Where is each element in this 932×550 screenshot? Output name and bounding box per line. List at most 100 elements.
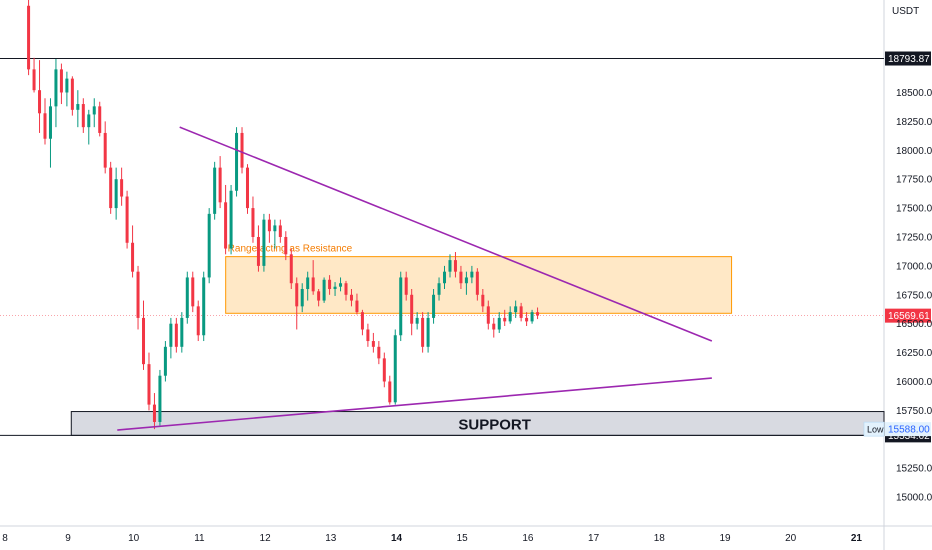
time-tick-label: 11 [194, 533, 205, 544]
candle-body [273, 225, 277, 232]
resistance-zone-label: Range acting as Resistance [228, 244, 353, 255]
candle-body [453, 260, 457, 272]
candle-body [470, 271, 474, 278]
candle-body [163, 346, 167, 376]
candle-body [311, 277, 315, 292]
price-tick-label: 16750.00 [896, 290, 932, 301]
price-tick-label: 15250.00 [896, 464, 932, 475]
candle-body [92, 106, 96, 115]
candle-body [54, 69, 58, 107]
candle-body [240, 132, 244, 168]
candle-body [202, 277, 206, 336]
price-tick-label: 18500.00 [896, 88, 932, 99]
price-axis[interactable]: USDT 15000.00 15250.00 15750.00 16000.00 1625… [892, 6, 932, 504]
trendline-ascending [117, 377, 712, 431]
candle-body [38, 90, 42, 114]
candle-body [142, 317, 146, 365]
candle-body [366, 329, 370, 342]
candle-body [492, 323, 496, 330]
time-tick-label: 19 [719, 533, 731, 544]
time-tick-label: 9 [65, 533, 71, 544]
price-label-current: 16569.61 [888, 311, 930, 322]
candle-body [503, 317, 507, 322]
candle-body [169, 323, 173, 347]
price-tick-label: 15750.00 [896, 406, 932, 417]
price-label-current-box [885, 308, 931, 323]
price-label-high-box [885, 51, 931, 66]
candle-body [497, 317, 501, 330]
candle-body [245, 167, 249, 209]
candle-body [481, 294, 485, 307]
candle-body [317, 291, 321, 301]
candle-body [87, 114, 91, 128]
annotations: 18793.87 16569.61 15534.02 Low 15588.00 [863, 51, 931, 443]
candle-body [109, 167, 113, 209]
candle-body [185, 277, 189, 318]
price-tick-label: 15000.00 [896, 493, 932, 504]
candle-body [300, 289, 304, 307]
price-tick-label: 18000.00 [896, 146, 932, 157]
candle-body [98, 106, 102, 133]
time-tick-label: 14 [391, 533, 403, 544]
candle-body [251, 208, 255, 237]
candle-body [196, 306, 200, 336]
price-tick-label: 17750.00 [896, 175, 932, 186]
candle-body [432, 294, 436, 318]
candle-body [136, 271, 140, 318]
candle-body [125, 196, 129, 243]
candle-body [224, 202, 228, 249]
horizontal-lines [0, 58, 884, 436]
candle-body [65, 78, 69, 93]
candle-body [486, 306, 490, 324]
candle-body [388, 381, 392, 403]
price-axis-currency: USDT [892, 6, 919, 17]
time-tick-label: 8 [2, 533, 8, 544]
candle-body [344, 283, 348, 295]
candle-body [103, 132, 107, 168]
candle-body [349, 294, 353, 301]
price-tick-label: 17500.00 [896, 204, 932, 215]
candle-body [59, 69, 63, 93]
candle-body [333, 286, 337, 290]
price-label-low: 15588.00 [888, 425, 930, 436]
time-tick-label: 20 [785, 533, 797, 544]
time-tick-label: 13 [325, 533, 337, 544]
candle-body [207, 213, 211, 278]
candle-body [306, 277, 310, 290]
candle-body [152, 404, 156, 422]
candle-body [218, 167, 222, 203]
candle-body [158, 375, 162, 422]
candle-body [437, 283, 441, 295]
candle-body [328, 279, 332, 290]
price-label-high: 18793.87 [888, 54, 930, 65]
price-tick-label: 17250.00 [896, 232, 932, 243]
candle-body [443, 271, 447, 284]
candle-body [426, 317, 430, 347]
candle-body [399, 277, 403, 336]
time-tick-label: 18 [654, 533, 666, 544]
candle-body [284, 236, 288, 255]
candle-body [393, 335, 397, 403]
price-tick-label: 18250.00 [896, 117, 932, 128]
candle-body [229, 190, 233, 249]
candle-body [514, 306, 518, 313]
candle-body [278, 225, 282, 237]
candle-body [70, 78, 74, 110]
candle-body [120, 179, 124, 197]
support-zone-label: SUPPORT [458, 416, 531, 433]
time-axis[interactable]: 8 9 10 11 12 13 14 15 16 17 18 19 20 21 [2, 533, 862, 544]
candle-body [415, 317, 419, 324]
candle-body [508, 312, 512, 322]
candle-body [355, 300, 359, 313]
trendlines [117, 126, 713, 431]
candle-body [459, 271, 463, 284]
candle-body [81, 104, 85, 128]
candle-body [519, 306, 523, 318]
candle-body [76, 104, 80, 110]
candle-body [191, 277, 195, 307]
candle-body [289, 254, 293, 284]
candle-body [114, 179, 118, 209]
price-tick-label: 16000.00 [896, 377, 932, 388]
